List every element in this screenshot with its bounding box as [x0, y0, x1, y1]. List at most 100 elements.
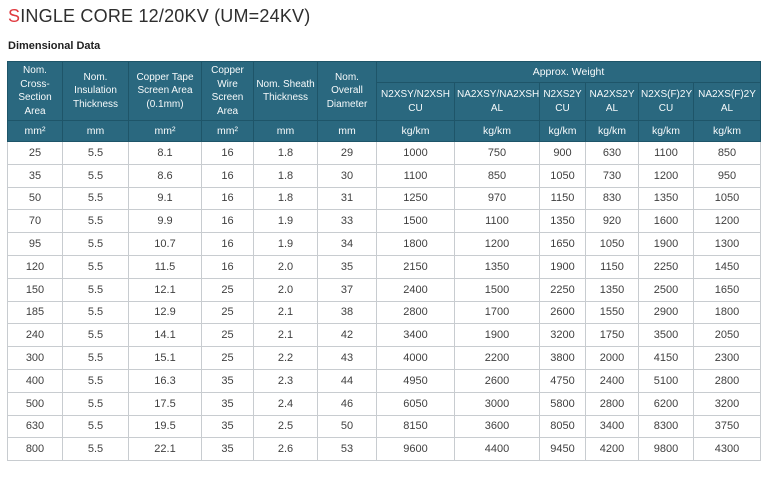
cell: 4750	[539, 368, 586, 393]
cell: 5.5	[62, 209, 129, 234]
col-header-weight-4: N2XS(F)2Y CU	[638, 82, 694, 121]
cell: 16	[201, 232, 254, 256]
cell: 970	[454, 186, 540, 211]
cell: 300	[7, 346, 63, 370]
cell: 1650	[693, 277, 761, 302]
cell: 1050	[693, 186, 761, 211]
weight-col-name: N2XS(F)2Y	[641, 89, 693, 101]
cell: 5.5	[62, 186, 129, 211]
unit-header-6: kg/km	[376, 120, 455, 142]
col-header-main-1: Nom. Insulation Thickness	[62, 61, 129, 121]
cell: 42	[317, 323, 377, 348]
cell: 5.5	[62, 277, 129, 302]
cell: 730	[585, 163, 639, 188]
cell: 35	[201, 391, 254, 416]
cell: 1800	[376, 232, 455, 256]
cell: 9.1	[128, 186, 202, 211]
table-row: 95 5.5 10.7 16 1.9 34 1800 1200 1650 1050 1900 1300	[7, 232, 761, 256]
cell: 16.3	[128, 368, 202, 393]
cell: 5100	[638, 368, 694, 393]
header-row-weight-names: N2XSY/N2XSH CU NA2XSY/NA2XSH AL N2XS2Y CU NA2X…	[8, 82, 761, 121]
cell: 850	[454, 163, 540, 188]
cell: 4400	[454, 437, 540, 462]
page-title: SINGLE CORE 12/20KV (UM=24KV)	[8, 6, 761, 27]
cell: 2.2	[253, 346, 318, 370]
table-row: 240 5.5 14.1 25 2.1 42 3400 1900 3200 1750 3500 205…	[7, 323, 761, 348]
cell: 5.5	[62, 300, 129, 325]
cell: 2.1	[253, 300, 318, 325]
cell: 2800	[376, 300, 455, 325]
cell: 5.5	[62, 437, 129, 462]
cell: 6050	[376, 391, 455, 416]
cell: 4200	[585, 437, 639, 462]
cell: 16	[201, 141, 254, 165]
cell: 2.3	[253, 368, 318, 393]
cell: 630	[7, 414, 63, 439]
unit-header-7: kg/km	[454, 120, 540, 142]
cell: 11.5	[128, 254, 202, 279]
table-body: 25 5.5 8.1 16 1.8 29 1000 750 900 630 1100 850 35 5.5…	[7, 141, 761, 462]
cell: 5.5	[62, 323, 129, 348]
cell: 1350	[638, 186, 694, 211]
cell: 3800	[539, 346, 586, 370]
weight-col-name: N2XSY/N2XSH	[381, 89, 450, 101]
cell: 3600	[454, 414, 540, 439]
cell: 240	[7, 323, 63, 348]
cell: 95	[7, 232, 63, 256]
cell: 500	[7, 391, 63, 416]
cell: 5800	[539, 391, 586, 416]
cell: 1150	[585, 254, 639, 279]
cell: 1500	[454, 277, 540, 302]
cell: 2200	[454, 346, 540, 370]
cell: 25	[201, 277, 254, 302]
cell: 12.1	[128, 277, 202, 302]
weight-col-material: CU	[555, 102, 570, 114]
cell: 1050	[539, 163, 586, 188]
cell: 3500	[638, 323, 694, 348]
unit-header-0: mm²	[7, 120, 63, 142]
weight-col-name: N2XS2Y	[543, 89, 582, 101]
cell: 920	[585, 209, 639, 234]
cell: 19.5	[128, 414, 202, 439]
cell: 3200	[693, 391, 761, 416]
cell: 2900	[638, 300, 694, 325]
cell: 8050	[539, 414, 586, 439]
cell: 14.1	[128, 323, 202, 348]
weight-col-name: NA2XSY/NA2XSH	[457, 89, 540, 101]
cell: 9450	[539, 437, 586, 462]
cell: 4300	[693, 437, 761, 462]
table-row: 500 5.5 17.5 35 2.4 46 6050 3000 5800 2800 6200 320…	[7, 391, 761, 416]
cell: 1.8	[253, 163, 318, 188]
cell: 30	[317, 163, 377, 188]
page-title-rest: INGLE CORE 12/20KV (UM=24KV)	[20, 6, 311, 26]
cell: 16	[201, 186, 254, 211]
cell: 70	[7, 209, 63, 234]
header-row-units: mm² mm mm² mm² mm mm kg/km kg/km kg/km kg/km kg/km…	[7, 120, 761, 142]
cell: 5.5	[62, 163, 129, 188]
cell: 53	[317, 437, 377, 462]
unit-header-5: mm	[317, 120, 377, 142]
cell: 2.1	[253, 323, 318, 348]
col-header-weight-0: N2XSY/N2XSH CU	[376, 82, 455, 121]
cell: 1250	[376, 186, 455, 211]
cell: 1550	[585, 300, 639, 325]
cell: 5.5	[62, 232, 129, 256]
cell: 3400	[376, 323, 455, 348]
cell: 2150	[376, 254, 455, 279]
cell: 800	[7, 437, 63, 462]
unit-header-1: mm	[62, 120, 129, 142]
cell: 1700	[454, 300, 540, 325]
cell: 25	[201, 300, 254, 325]
dimensional-data-table: Nom. Cross-Section Area Nom. Insulation T…	[7, 60, 761, 462]
cell: 8150	[376, 414, 455, 439]
cell: 33	[317, 209, 377, 234]
cell: 120	[7, 254, 63, 279]
cell: 29	[317, 141, 377, 165]
cell: 950	[693, 163, 761, 188]
cell: 400	[7, 368, 63, 393]
cell: 185	[7, 300, 63, 325]
cell: 2.6	[253, 437, 318, 462]
cell: 12.9	[128, 300, 202, 325]
cell: 2.0	[253, 277, 318, 302]
cell: 1900	[638, 232, 694, 256]
